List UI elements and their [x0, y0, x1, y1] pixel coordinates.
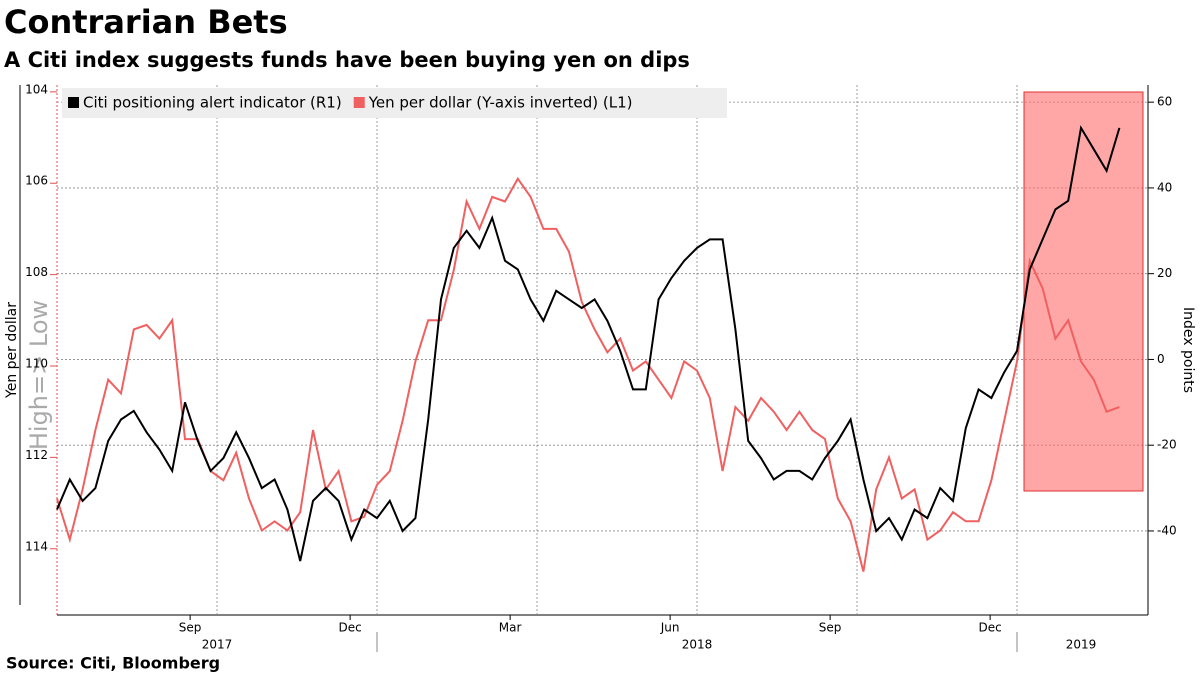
legend-label: Yen per dollar (Y-axis inverted) (L1): [368, 94, 633, 112]
year-label: 2018: [682, 638, 713, 652]
chart-subtitle: A Citi index suggests funds have been bu…: [4, 48, 690, 72]
series-line: [56, 125, 1121, 562]
x-tick-label: Dec: [979, 621, 1002, 635]
legend-swatch: [68, 97, 79, 108]
legend-box: [62, 88, 727, 118]
legend-swatch: [353, 97, 365, 108]
annotation: High=> Low: [25, 300, 53, 450]
x-tick-label: Sep: [819, 621, 842, 635]
source: Source: Citi, Bloomberg: [6, 654, 220, 673]
x-tick-label: Jun: [660, 621, 680, 635]
y-tick-label: 114: [25, 539, 48, 553]
x-tick-label: Sep: [179, 621, 202, 635]
legend-label: Citi positioning alert indicator (R1): [83, 94, 342, 112]
year-label: 2019: [1066, 638, 1097, 652]
y2-tick-label: -20: [1157, 438, 1177, 452]
y2-tick-label: -40: [1157, 523, 1177, 537]
y2-tick-label: 60: [1157, 95, 1172, 109]
series-line: [56, 176, 1120, 572]
chart-title: Contrarian Bets: [4, 3, 288, 41]
y-tick-label: 108: [25, 265, 48, 279]
highlight-box: [1023, 91, 1144, 492]
y-axis-title: Yen per dollar: [4, 302, 20, 399]
x-tick-label: Mar: [499, 621, 522, 635]
y2-tick-label: 0: [1157, 352, 1165, 366]
y-tick-label: 112: [25, 448, 48, 462]
y2-axis-title: Index points: [1180, 307, 1196, 393]
y-tick-label: 104: [25, 82, 48, 96]
year-label: 2017: [202, 638, 233, 652]
y2-tick-label: 20: [1157, 266, 1172, 280]
y-tick-label: 110: [25, 356, 48, 370]
y2-tick-label: 40: [1157, 180, 1172, 194]
y-tick-label: 106: [25, 174, 48, 188]
x-tick-label: Dec: [339, 621, 362, 635]
